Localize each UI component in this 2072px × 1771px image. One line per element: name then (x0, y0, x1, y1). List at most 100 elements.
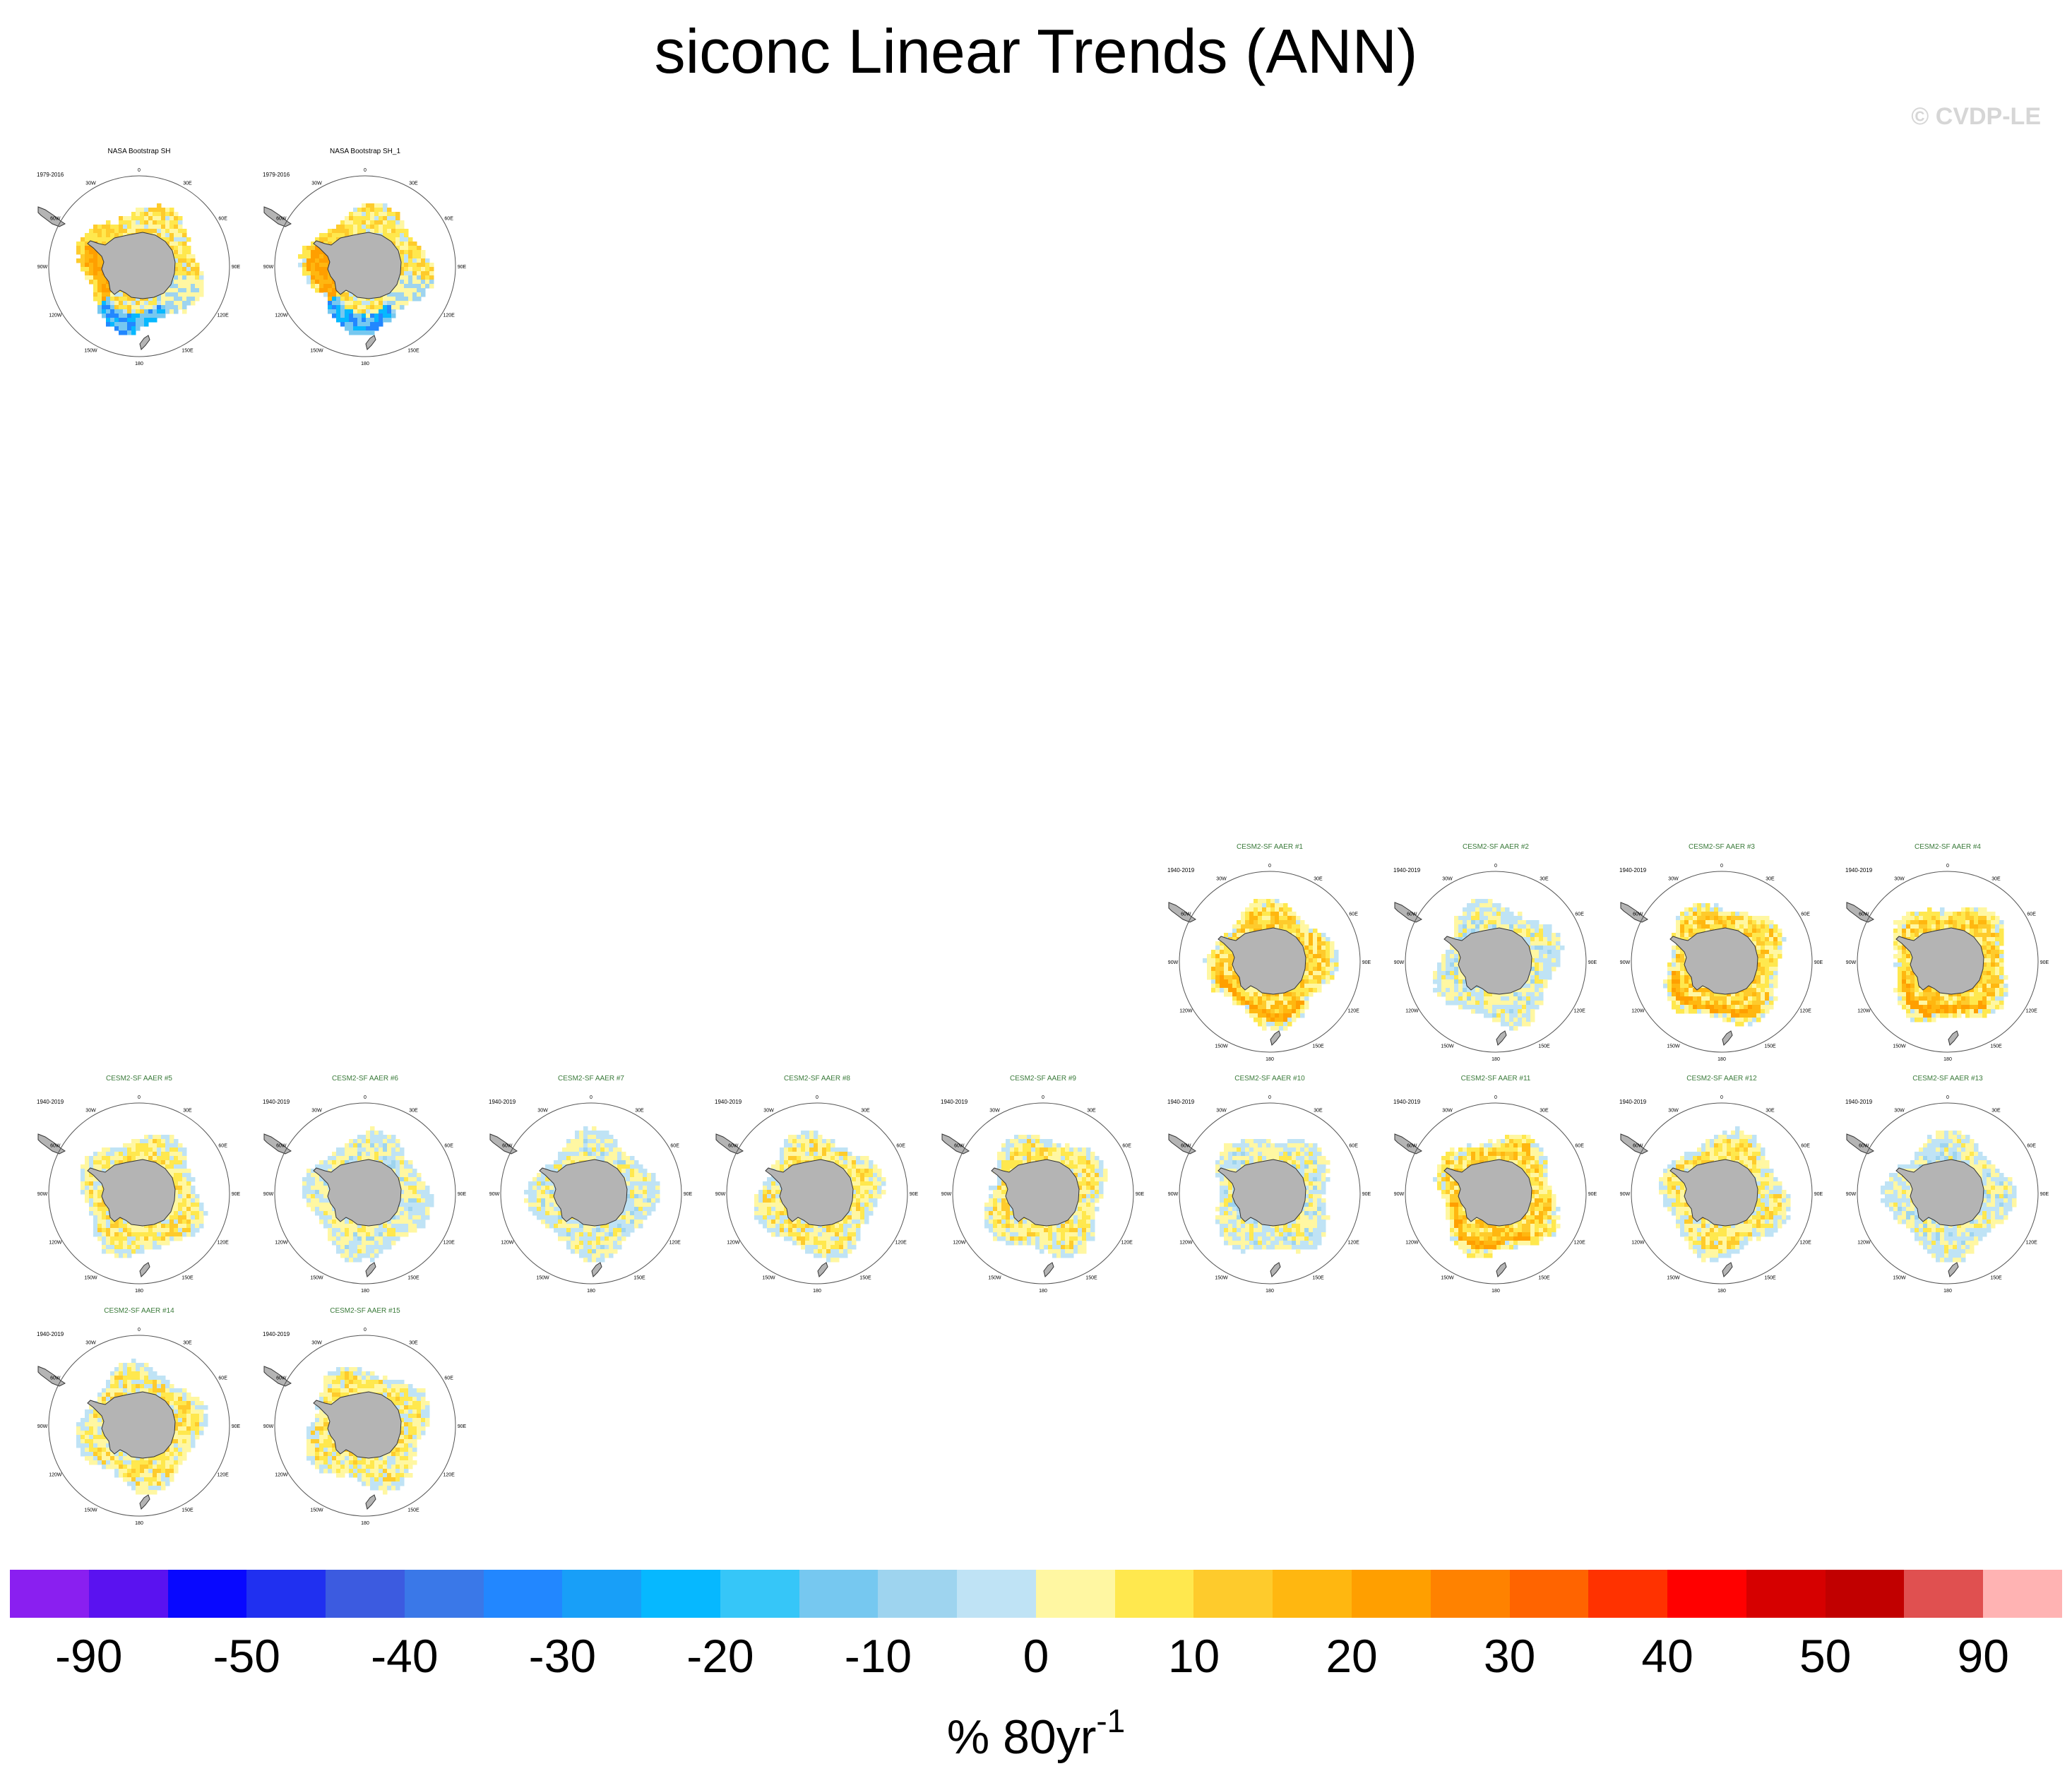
map-panel: CESM2-SF AAER #11 1940-2019 0 30E 60E 90E 120E… (1393, 1072, 1598, 1298)
map-boundary (952, 1102, 1134, 1284)
polar-map-svg: CESM2-SF AAER #15 1940-2019 0 30E 60E 90E 120E… (263, 1307, 467, 1526)
colorbar-tick-label: -30 (528, 1630, 597, 1682)
polar-map-svg: CESM2-SF AAER #5 1940-2019 0 30E 60E 90E 120E 1… (37, 1075, 241, 1294)
longitude-label: 180 (1039, 1289, 1047, 1294)
south-america-landmass (1394, 1133, 1422, 1155)
longitude-label: 0 (364, 1328, 367, 1332)
longitude-label: 30E (861, 1108, 870, 1113)
colorbar-swatch-9 (720, 1570, 799, 1618)
longitude-label: 180 (361, 1521, 369, 1526)
longitude-label: 150W (1441, 1276, 1454, 1281)
south-america-landmass (1846, 902, 1874, 923)
map-panel: CESM2-SF AAER #4 1940-2019 0 30E 60E 90E 120E 1… (1845, 840, 2050, 1066)
panel-title: NASA Bootstrap SH_1 (330, 148, 400, 155)
longitude-label: 150W (1441, 1044, 1454, 1049)
south-america-landmass (1846, 1133, 1874, 1155)
longitude-label: 180 (813, 1289, 821, 1294)
south-america-landmass (1394, 902, 1422, 923)
longitude-label: 60E (2027, 1144, 2036, 1149)
map-boundary (1631, 871, 1813, 1053)
longitude-label: 180 (135, 362, 143, 366)
longitude-label: 60W (276, 217, 287, 222)
south-america-landmass (37, 1133, 66, 1155)
colorbar-swatch-12 (957, 1570, 1036, 1618)
colorbar-tick-label: 10 (1167, 1630, 1220, 1682)
longitude-label: 180 (135, 1289, 143, 1294)
longitude-label: 30E (1540, 1108, 1549, 1113)
colorbar-swatch-4 (326, 1570, 405, 1618)
map-panel: NASA Bootstrap SH_1 1979-2016 0 30E 60E 90E 12… (263, 145, 468, 371)
longitude-label: 0 (138, 1095, 141, 1100)
panel-title: CESM2-SF AAER #1 (1237, 843, 1303, 851)
longitude-label: 120W (275, 1473, 288, 1478)
colorbar-swatch-10 (799, 1570, 879, 1618)
longitude-label: 30W (1216, 1108, 1227, 1113)
longitude-label: 90W (1620, 1192, 1631, 1197)
longitude-label: 150W (1893, 1276, 1906, 1281)
antarctica-landmass (87, 1159, 176, 1227)
longitude-label: 120E (1347, 1009, 1359, 1014)
longitude-label: 120E (443, 1473, 455, 1478)
longitude-label: 60W (50, 1376, 61, 1381)
longitude-label: 120E (1799, 1009, 1811, 1014)
map-boundary (1631, 1102, 1813, 1284)
south-america-landmass (263, 206, 292, 227)
antarctica-landmass (1895, 927, 1984, 995)
south-america-landmass (263, 1366, 292, 1387)
longitude-label: 30W (1894, 1108, 1905, 1113)
longitude-label: 90W (1846, 1192, 1857, 1197)
longitude-label: 0 (1494, 1095, 1497, 1100)
panel-period: 1979-2016 (263, 172, 290, 178)
antarctica-landmass (1217, 927, 1306, 995)
panel-period: 1940-2019 (37, 1331, 64, 1337)
longitude-label: 30W (537, 1108, 548, 1113)
panel-title: CESM2-SF AAER #5 (106, 1075, 172, 1083)
panel-title: CESM2-SF AAER #6 (332, 1075, 398, 1083)
longitude-label: 120E (1347, 1241, 1359, 1246)
longitude-label: 90E (458, 1424, 467, 1429)
longitude-label: 30E (1991, 1108, 2001, 1113)
longitude-label: 60E (896, 1144, 905, 1149)
map-panel: CESM2-SF AAER #3 1940-2019 0 30E 60E 90E 120E 1… (1619, 840, 1824, 1066)
longitude-label: 180 (361, 1289, 369, 1294)
longitude-label: 90E (1362, 960, 1371, 965)
south-america-landmass (37, 1366, 66, 1387)
longitude-label: 120E (443, 1241, 455, 1246)
new-zealand-landmass (1270, 1262, 1281, 1277)
longitude-label: 150E (1085, 1276, 1097, 1281)
longitude-label: 150W (988, 1276, 1001, 1281)
longitude-label: 120E (443, 314, 455, 318)
colorbar-tick-label: -50 (213, 1630, 280, 1682)
map-panel: CESM2-SF AAER #2 1940-2019 0 30E 60E 90E 120E 1… (1393, 840, 1598, 1066)
panel-period: 1940-2019 (941, 1099, 968, 1105)
longitude-label: 150E (1312, 1276, 1324, 1281)
panel-period: 1940-2019 (1167, 867, 1195, 873)
south-america-landmass (263, 1133, 292, 1155)
colorbar-tick-label: 30 (1483, 1630, 1536, 1682)
new-zealand-landmass (1496, 1030, 1507, 1046)
longitude-label: 90E (1588, 1192, 1597, 1197)
longitude-label: 150W (762, 1276, 775, 1281)
antarctica-landmass (1443, 927, 1532, 995)
longitude-label: 120W (275, 1241, 288, 1246)
panel-title: CESM2-SF AAER #2 (1463, 843, 1529, 851)
longitude-label: 180 (1492, 1289, 1500, 1294)
new-zealand-landmass (591, 1262, 602, 1277)
longitude-label: 150W (1893, 1044, 1906, 1049)
south-america-landmass (1620, 1133, 1648, 1155)
longitude-label: 60W (1633, 1144, 1643, 1149)
longitude-label: 30W (1668, 876, 1679, 881)
colorbar-tick-label: 50 (1799, 1630, 1852, 1682)
polar-map-svg: NASA Bootstrap SH_1 1979-2016 0 30E 60E 90E 12… (263, 148, 467, 366)
longitude-label: 0 (1720, 864, 1723, 869)
antarctica-landmass (1443, 1159, 1532, 1227)
polar-map-svg: CESM2-SF AAER #4 1940-2019 0 30E 60E 90E 120E 1… (1845, 843, 2049, 1062)
longitude-label: 60E (444, 1144, 453, 1149)
colorbar-units: % 80yr (946, 1710, 1097, 1764)
sea-ice-field (306, 1367, 430, 1495)
longitude-label: 150W (1667, 1276, 1680, 1281)
longitude-label: 150W (1667, 1044, 1680, 1049)
longitude-label: 0 (1268, 864, 1271, 869)
map-boundary (1857, 1102, 2039, 1284)
longitude-label: 30E (1766, 1108, 1775, 1113)
